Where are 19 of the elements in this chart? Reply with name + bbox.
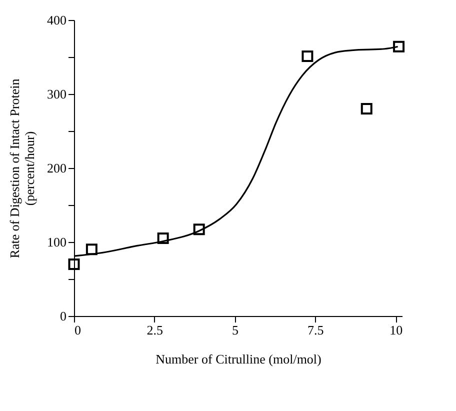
point xyxy=(157,232,169,244)
point xyxy=(193,224,205,236)
x-tick-label: 2.5 xyxy=(146,322,164,338)
point xyxy=(393,40,405,52)
x-tick-label: 0 xyxy=(74,322,81,338)
point xyxy=(86,244,98,256)
point xyxy=(302,50,314,62)
y-tick-label: 100 xyxy=(47,234,66,250)
x-tick-label: 5 xyxy=(232,322,239,338)
x-tick-label: 7.5 xyxy=(308,322,324,338)
y-tick-label: 200 xyxy=(47,160,66,176)
x-tick-label: 10 xyxy=(390,322,403,338)
point xyxy=(360,103,372,115)
y-axis-title: Rate of Digestion of Intact Protein (percent/hour) xyxy=(7,78,37,258)
y-tick-label: 0 xyxy=(60,308,66,324)
y-tick-label: 400 xyxy=(47,12,66,28)
point xyxy=(68,258,80,270)
y-tick-label: 300 xyxy=(47,86,66,102)
x-axis-title: Number of Citrulline (mol/mol) xyxy=(156,352,322,366)
